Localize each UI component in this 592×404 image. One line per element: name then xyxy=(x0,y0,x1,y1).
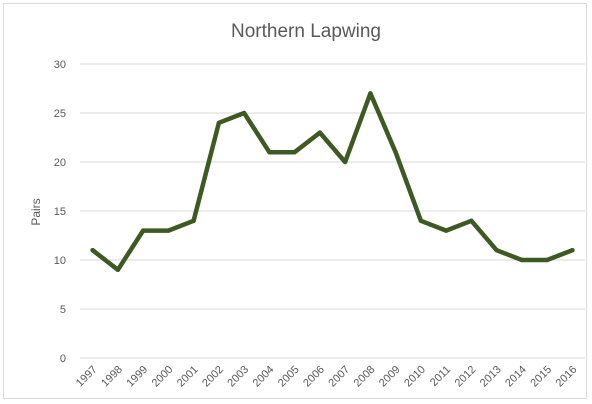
x-tick-label: 2003 xyxy=(225,364,251,390)
data-point xyxy=(292,150,297,155)
gridlines xyxy=(80,63,585,359)
y-tick-label: 25 xyxy=(54,108,66,120)
x-tick-label: 1997 xyxy=(74,364,100,390)
series-layer xyxy=(90,91,575,273)
x-tick-label: 2005 xyxy=(276,364,302,390)
y-tick-label: 0 xyxy=(60,353,66,365)
y-tick-label: 10 xyxy=(54,255,66,267)
data-point xyxy=(115,267,121,272)
data-point xyxy=(570,248,575,253)
y-tick-label: 5 xyxy=(60,304,66,316)
x-tick-label: 2004 xyxy=(251,364,277,390)
y-tick-label: 30 xyxy=(54,59,66,71)
x-tick-label: 2006 xyxy=(301,364,327,390)
data-point xyxy=(393,150,398,155)
x-tick-label: 2014 xyxy=(503,364,529,390)
data-point xyxy=(544,257,550,263)
y-axis-label: Pairs xyxy=(29,198,43,225)
y-axis-ticks: 0 5 10 15 20 25 30 xyxy=(54,59,66,365)
data-point xyxy=(443,228,449,233)
x-tick-label: 2013 xyxy=(478,364,504,390)
x-tick-label: 2002 xyxy=(200,364,226,390)
y-tick-label: 15 xyxy=(54,206,66,218)
data-point xyxy=(267,150,272,155)
x-tick-label: 1998 xyxy=(99,364,125,390)
series-line xyxy=(90,91,575,273)
chart-area xyxy=(3,3,587,399)
data-point xyxy=(140,228,146,233)
data-point xyxy=(317,130,323,135)
x-tick-label: 2011 xyxy=(428,364,453,389)
x-axis-ticks: 1997 1998 1999 2000 2001 2002 2003 2004 2005 2006… xyxy=(74,364,580,390)
x-tick-label: 2007 xyxy=(326,364,352,390)
x-tick-label: 2012 xyxy=(453,364,479,390)
data-point xyxy=(519,257,525,263)
x-tick-label: 2015 xyxy=(528,364,554,390)
chart-title: Northern Lapwing xyxy=(231,21,381,42)
data-point xyxy=(494,248,499,253)
x-tick-label: 2016 xyxy=(554,364,580,390)
x-tick-label: 2010 xyxy=(402,364,428,390)
data-point xyxy=(418,218,424,223)
data-point xyxy=(90,248,95,253)
data-point xyxy=(166,228,171,233)
x-tick-label: 2008 xyxy=(352,364,378,390)
y-tick-label: 20 xyxy=(54,157,66,169)
data-point xyxy=(191,218,196,223)
x-tick-label: 1999 xyxy=(124,364,150,390)
x-tick-label: 2009 xyxy=(377,364,403,390)
data-point xyxy=(342,159,348,165)
data-point xyxy=(241,110,247,116)
x-tick-label: 2000 xyxy=(150,364,176,390)
data-point xyxy=(469,218,474,223)
data-point xyxy=(216,120,222,126)
x-tick-label: 2001 xyxy=(175,364,201,390)
data-point xyxy=(368,91,373,96)
